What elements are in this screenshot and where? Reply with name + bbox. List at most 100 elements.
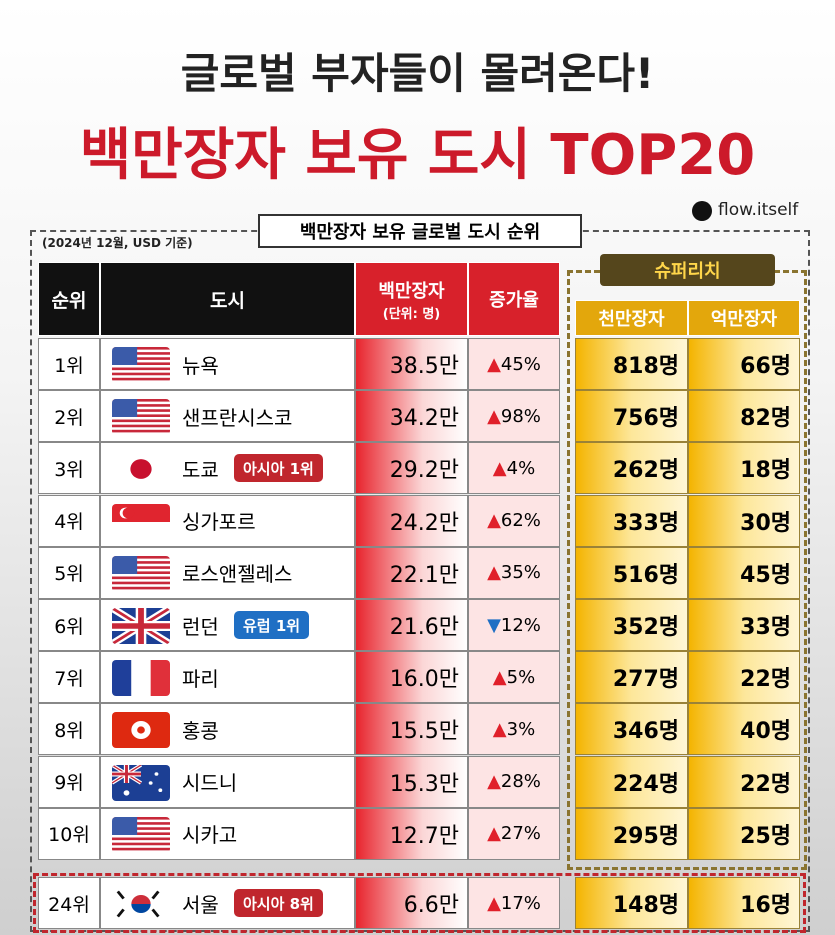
rank-cell: 4위 [38, 494, 100, 547]
flag [112, 712, 170, 749]
badge: 유럽 1위 [234, 611, 310, 639]
subtitle: 백만장자 보유 글로벌 도시 순위 [258, 214, 582, 248]
growth-arrow: ▲ [492, 666, 507, 688]
billionaires-cell: 30명 [688, 494, 800, 547]
growth-arrow: ▲ [487, 823, 501, 845]
millionaires-cell: 38.5만 [355, 338, 468, 390]
growth-cell: ▲ 35% [468, 546, 560, 599]
millionaires-cell: 29.2만 [355, 442, 468, 495]
growth-header: 증가율 [468, 262, 560, 336]
growth-arrow: ▲ [487, 771, 501, 793]
note: (2024년 12월, USD 기준) [42, 236, 193, 250]
growth-arrow: ▲ [492, 718, 507, 740]
growth-arrow: ▲ [487, 892, 501, 914]
rank-cell: 5위 [38, 546, 100, 599]
billionaires-cell: 40명 [688, 703, 800, 756]
growth-value: 4% [506, 457, 536, 479]
city-name: 뉴욕 [182, 353, 219, 378]
growth-arrow: ▲ [487, 510, 501, 532]
city-name: 싱가포르 [182, 510, 256, 535]
rank-cell: 24위 [38, 877, 100, 929]
city-name: 샌프란시스코 [182, 405, 293, 430]
city-name: 파리 [182, 666, 219, 691]
title-line2: 백만장자 보유 도시 TOP20 [79, 122, 756, 188]
growth-cell: ▲ 45% [468, 338, 560, 390]
ten-millionaires-cell: 262명 [575, 442, 688, 495]
billionaires-header: 억만장자 [688, 300, 800, 336]
billionaires-cell: 25명 [688, 807, 800, 860]
millionaires-cell: 21.6만 [355, 599, 468, 651]
growth-value: 98% [500, 405, 541, 427]
growth-cell: ▼ 12% [468, 599, 560, 651]
millionaires-header: 백만장자 (단위: 명) [355, 262, 468, 336]
flag [112, 764, 170, 801]
header-text: 백만장자 [378, 280, 445, 302]
growth-cell: ▲ 27% [468, 807, 560, 860]
ten-millionaires-cell: 346명 [575, 703, 688, 756]
city-name: 시드니 [182, 771, 238, 796]
billionaires-cell: 22명 [688, 755, 800, 808]
ten-millionaires-cell: 818명 [575, 338, 688, 390]
city-name: 런던 [182, 614, 219, 639]
flag [112, 660, 170, 697]
billionaires-cell: 82명 [688, 390, 800, 443]
ten-millionaires-cell: 352명 [575, 599, 688, 651]
city-name: 홍콩 [182, 718, 219, 743]
growth-cell: ▲ 98% [468, 390, 560, 443]
growth-arrow: ▼ [487, 614, 501, 636]
flag [112, 886, 170, 922]
millionaires-cell: 6.6만 [355, 877, 468, 929]
rank-cell: 2위 [38, 390, 100, 443]
growth-value: 12% [500, 614, 541, 636]
rank-header: 순위 [38, 262, 100, 336]
millionaires-cell: 12.7만 [355, 807, 468, 860]
flag [112, 608, 170, 644]
city-name: 로스앤젤레스 [182, 562, 293, 587]
flag [112, 451, 170, 488]
ten-millionaires-cell: 516명 [575, 546, 688, 599]
city-name: 시카고 [182, 823, 238, 848]
title-line1: 글로벌 부자들이 몰려온다! [180, 48, 655, 98]
millionaires-cell: 15.5만 [355, 703, 468, 756]
rank-cell: 6위 [38, 599, 100, 651]
handle: flow.itself [718, 200, 799, 220]
rank-cell: 10위 [38, 807, 100, 860]
growth-arrow: ▲ [492, 457, 507, 479]
millionaires-cell: 15.3만 [355, 755, 468, 808]
growth-cell: ▲ 28% [468, 755, 560, 808]
rank-cell: 3위 [38, 442, 100, 495]
featured-frame [33, 873, 806, 933]
ten-millionaires-cell: 295명 [575, 807, 688, 860]
city-name: 도쿄 [182, 457, 219, 482]
city-header: 도시 [100, 262, 355, 336]
growth-arrow: ▲ [487, 562, 501, 584]
growth-value: 27% [500, 823, 541, 845]
billionaires-cell: 33명 [688, 599, 800, 651]
billionaires-cell: 66명 [688, 338, 800, 390]
growth-value: 17% [500, 892, 541, 914]
ten-millionaires-cell: 224명 [575, 755, 688, 808]
billionaires-cell: 16명 [688, 877, 800, 929]
billionaires-cell: 22명 [688, 651, 800, 704]
city-name: 서울 [182, 892, 219, 917]
growth-value: 5% [506, 666, 536, 688]
growth-cell: ▲ 62% [468, 494, 560, 547]
billionaires-cell: 18명 [688, 442, 800, 495]
header-text: (단위: 명) [382, 306, 441, 322]
flag [112, 399, 170, 436]
rank-cell: 9위 [38, 755, 100, 808]
growth-value: 35% [500, 562, 541, 584]
rank-cell: 7위 [38, 651, 100, 704]
growth-value: 62% [500, 510, 541, 532]
ten-millionaires-cell: 333명 [575, 494, 688, 547]
flag [112, 555, 170, 592]
growth-cell: ▲ 5% [468, 651, 560, 704]
millionaires-cell: 22.1만 [355, 546, 468, 599]
growth-cell: ▲ 3% [468, 703, 560, 756]
growth-value: 3% [506, 718, 536, 740]
badge: 아시아 8위 [234, 889, 323, 917]
instagram-icon [692, 201, 712, 221]
rank-cell: 8위 [38, 703, 100, 756]
growth-value: 28% [500, 771, 541, 793]
